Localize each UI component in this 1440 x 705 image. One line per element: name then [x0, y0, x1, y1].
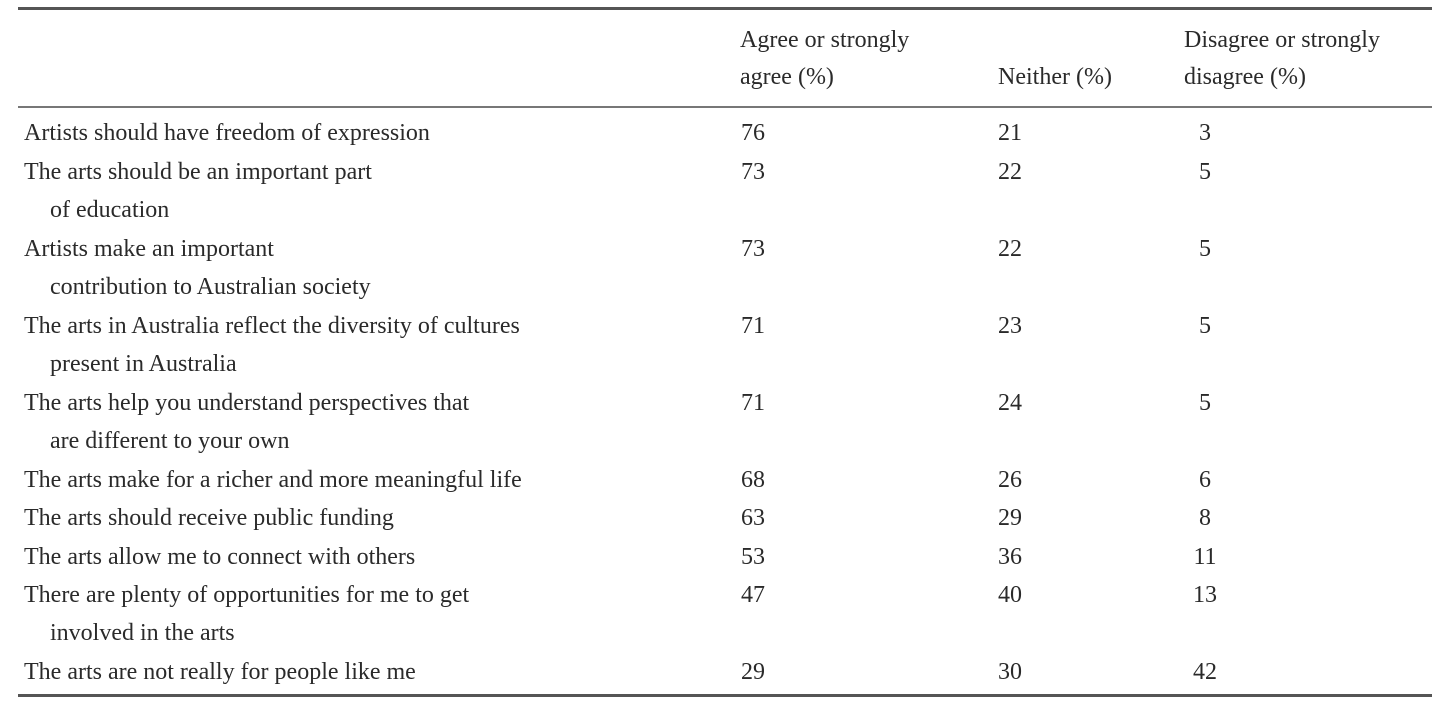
cell-disagree: 42 — [1193, 659, 1217, 685]
row-statement: Artists make an important contribution to… — [24, 230, 371, 306]
row-statement: There are plenty of opportunities for me… — [24, 576, 469, 652]
table-row: The arts should receive public funding 63… — [0, 499, 1440, 538]
cell-neither: 21 — [998, 120, 1022, 146]
column-header-neither: Neither (%) — [998, 59, 1112, 96]
row-statement: The arts should be an important part of e… — [24, 153, 372, 229]
table-row: Artists make an important contribution to… — [0, 230, 1440, 307]
row-statement-line: There are plenty of opportunities for me… — [24, 582, 470, 608]
table-row: The arts should be an important part of e… — [0, 153, 1440, 230]
row-statement: The arts help you understand perspective… — [24, 384, 469, 460]
row-statement-line: The arts in Australia reflect the divers… — [24, 312, 520, 339]
row-statement: The arts should receive public funding — [24, 499, 394, 537]
cell-neither: 30 — [998, 659, 1022, 685]
row-statement-line: The arts should be an important part — [24, 158, 372, 185]
cell-agree: 53 — [741, 543, 765, 570]
cell-disagree: 6 — [1199, 466, 1211, 493]
table-row: The arts are not really for people like … — [0, 653, 1440, 692]
table-top-rule — [18, 7, 1432, 10]
row-statement-line: Artists make an important — [24, 235, 274, 262]
header-rule — [18, 106, 1432, 108]
table-body: Artists should have freedom of expressio… — [0, 114, 1440, 692]
cell-neither: 23 — [998, 312, 1022, 339]
table-row: The arts help you understand perspective… — [0, 384, 1440, 461]
cell-neither: 36 — [998, 543, 1022, 570]
table-row: The arts make for a richer and more mean… — [0, 461, 1440, 500]
column-header-disagree-line1: Disagree or strongly — [1184, 27, 1380, 53]
row-statement-line: contribution to Australian society — [50, 273, 371, 300]
cell-disagree: 5 — [1199, 158, 1211, 185]
cell-disagree: 5 — [1199, 312, 1211, 339]
cell-disagree: 13 — [1193, 582, 1217, 608]
column-header-agree: Agree or strongly agree (%) — [740, 22, 909, 96]
cell-neither: 26 — [998, 466, 1022, 493]
column-header-agree-line2: agree (%) — [740, 64, 834, 90]
cell-agree: 73 — [741, 158, 765, 185]
cell-neither: 40 — [998, 582, 1022, 608]
row-statement-line: are different to your own — [50, 427, 290, 454]
cell-disagree: 8 — [1199, 505, 1211, 531]
cell-neither: 24 — [998, 389, 1022, 416]
row-statement-line: involved in the arts — [50, 620, 235, 646]
row-statement: The arts allow me to connect with others — [24, 538, 415, 576]
column-header-agree-line1: Agree or strongly — [740, 27, 910, 53]
cell-agree: 29 — [741, 659, 765, 685]
cell-neither: 29 — [998, 505, 1022, 531]
table-row: The arts in Australia reflect the divers… — [0, 307, 1440, 384]
cell-neither: 22 — [998, 235, 1022, 262]
column-header-disagree-line2: disagree (%) — [1184, 64, 1306, 90]
cell-agree: 73 — [741, 235, 765, 262]
cell-agree: 47 — [741, 582, 765, 608]
row-statement: The arts make for a richer and more mean… — [24, 461, 522, 499]
cell-disagree: 5 — [1199, 235, 1211, 262]
row-statement: The arts are not really for people like … — [24, 653, 416, 691]
table-row: The arts allow me to connect with others… — [0, 538, 1440, 577]
cell-agree: 71 — [741, 312, 765, 339]
cell-disagree: 11 — [1193, 543, 1217, 570]
row-statement: The arts in Australia reflect the divers… — [24, 307, 520, 383]
row-statement-line: The arts are not really for people like … — [24, 659, 416, 685]
table-bottom-rule — [18, 694, 1432, 697]
column-header-neither-label: Neither (%) — [998, 64, 1112, 90]
cell-agree: 63 — [741, 505, 765, 531]
cell-disagree: 3 — [1199, 120, 1211, 146]
row-statement-line: The arts make for a richer and more mean… — [24, 466, 522, 493]
row-statement-line: Artists should have freedom of expressio… — [24, 120, 430, 146]
table-row: Artists should have freedom of expressio… — [0, 114, 1440, 153]
cell-neither: 22 — [998, 158, 1022, 185]
cell-agree: 68 — [741, 466, 765, 493]
row-statement-line: of education — [50, 196, 170, 223]
row-statement: Artists should have freedom of expressio… — [24, 114, 430, 152]
row-statement-line: The arts help you understand perspective… — [24, 389, 470, 416]
cell-agree: 71 — [741, 389, 765, 416]
table-row: There are plenty of opportunities for me… — [0, 576, 1440, 653]
column-header-disagree: Disagree or strongly disagree (%) — [1184, 22, 1380, 96]
row-statement-line: The arts should receive public funding — [24, 505, 394, 531]
cell-disagree: 5 — [1199, 389, 1211, 416]
cell-agree: 76 — [741, 120, 765, 146]
row-statement-line: present in Australia — [50, 350, 237, 377]
row-statement-line: The arts allow me to connect with others — [24, 543, 416, 570]
